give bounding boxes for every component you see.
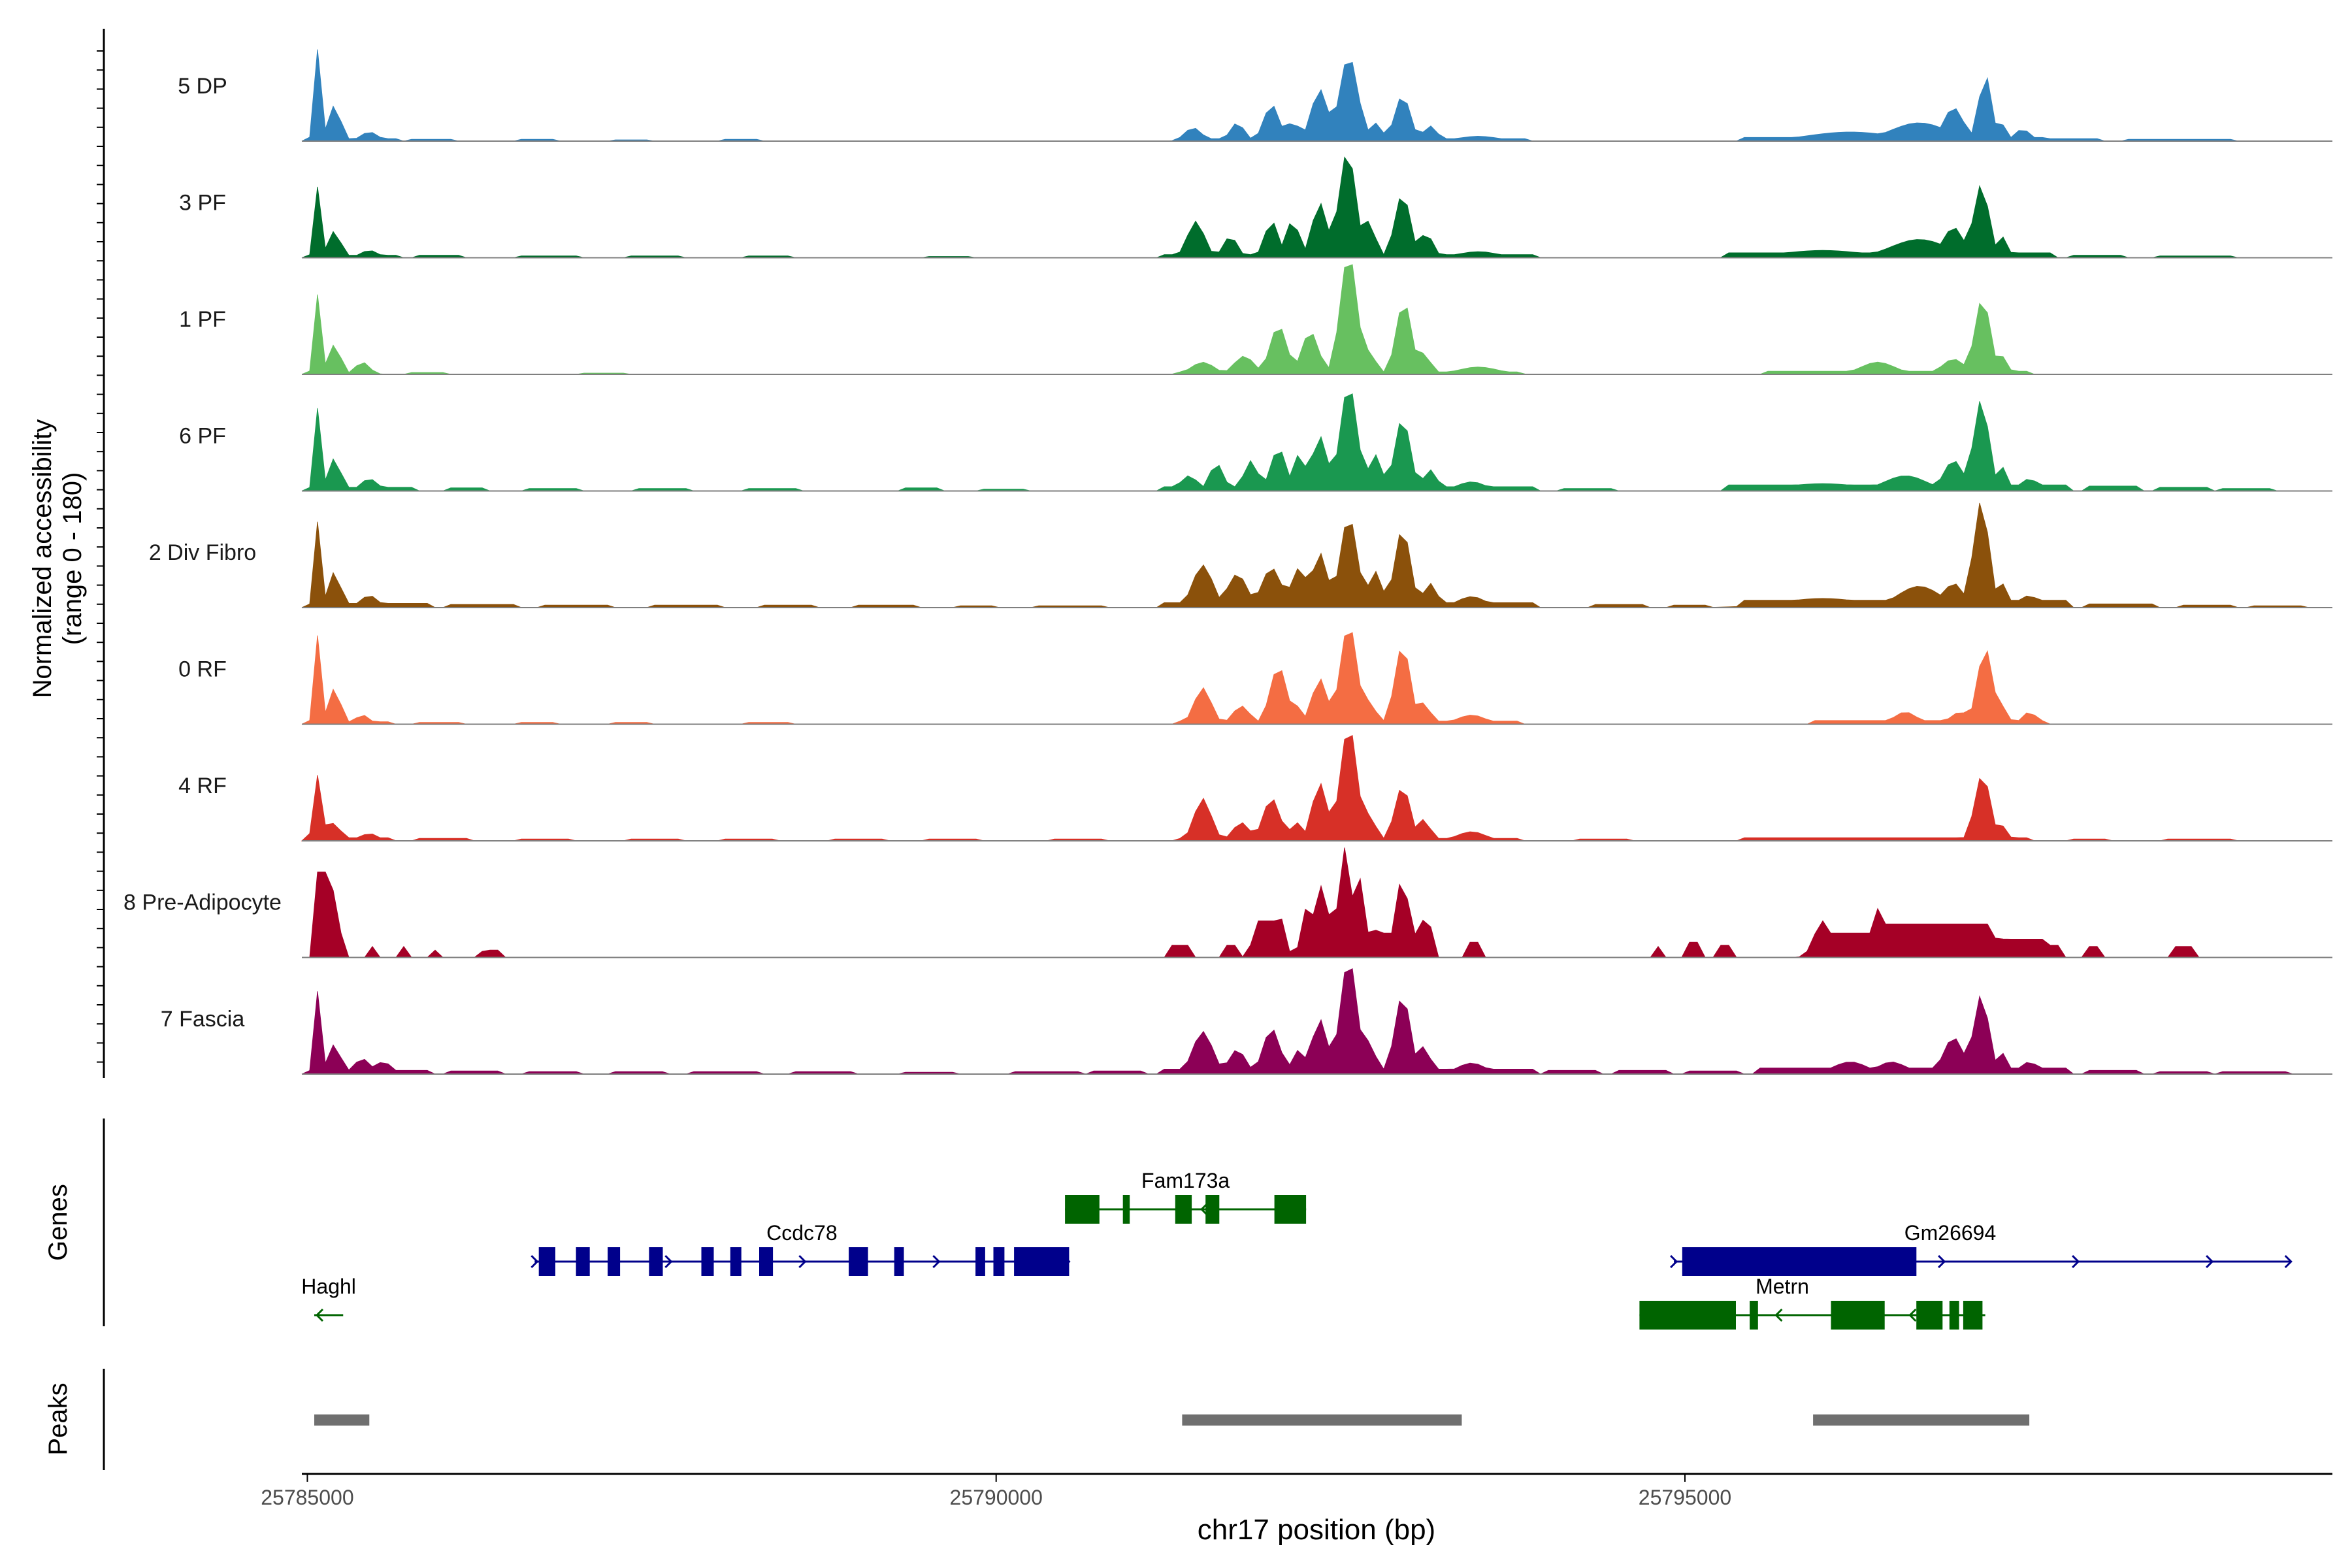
exon [759, 1247, 774, 1276]
coverage-y-ticks [97, 50, 104, 1063]
track-label: 5 DP [178, 74, 227, 99]
exon [1682, 1247, 1917, 1276]
coverage-area [301, 49, 2332, 142]
x-tick-label: 25790000 [950, 1486, 1043, 1509]
coverage-track-7-fascia [301, 968, 2332, 1075]
x-axis-label: chr17 position (bp) [1198, 1514, 1435, 1546]
exon [1014, 1247, 1070, 1276]
track-label: 8 Pre-Adipocyte [123, 890, 282, 915]
exon [1122, 1195, 1130, 1224]
strand-arrow [1938, 1254, 1946, 1269]
peaks-track-label: Peaks [44, 1382, 73, 1455]
peak-region [1182, 1414, 1462, 1426]
track-label: 7 Fascia [161, 1007, 245, 1032]
gene-haghl: Haghl [301, 1275, 356, 1322]
genes-track: Fam173a Ccdc78 Gm26694 Haghl Metrn [301, 1169, 2293, 1330]
coverage-track-2-div-fibro [301, 502, 2332, 608]
coverage-track-0-rf [301, 632, 2332, 725]
exon [649, 1247, 663, 1276]
x-tick-label: 25795000 [1639, 1486, 1731, 1509]
exon [1065, 1195, 1100, 1224]
x-tick-label: 25785000 [261, 1486, 353, 1509]
gene-label: Ccdc78 [766, 1221, 838, 1245]
exon [975, 1247, 985, 1276]
exon [1205, 1195, 1220, 1224]
strand-arrow [315, 1308, 324, 1322]
exon [894, 1247, 904, 1276]
coverage-track-8-pre-adipocyte [302, 847, 2332, 958]
y-axis-label: Normalized accessibility [28, 419, 57, 698]
track-label: 3 PF [179, 191, 226, 216]
strand-arrow [531, 1254, 539, 1269]
gene-label: Haghl [301, 1275, 356, 1298]
strand-arrow [1670, 1254, 1678, 1269]
peak-region [314, 1414, 370, 1426]
coverage-area [301, 734, 2332, 841]
coverage-area [301, 264, 2332, 375]
gene-label: Metrn [1756, 1275, 1809, 1298]
genes-track-label: Genes [44, 1184, 73, 1261]
coverage-track-4-rf [301, 734, 2332, 841]
strand-arrow [2284, 1254, 2293, 1269]
strand-arrow [1908, 1308, 1917, 1322]
exon [1916, 1301, 1943, 1330]
exon [993, 1247, 1005, 1276]
coverage-area [301, 502, 2332, 608]
exon [538, 1247, 555, 1276]
coverage-area [301, 632, 2332, 725]
coverage-track-5-dp [301, 49, 2332, 142]
peak-region [1813, 1414, 2030, 1426]
strand-arrow [2072, 1254, 2080, 1269]
exon [701, 1247, 714, 1276]
exon [730, 1247, 742, 1276]
coverage-track-3-pf [301, 156, 2332, 259]
exon [576, 1247, 590, 1276]
exon [1639, 1301, 1736, 1330]
coverage-track-1-pf [301, 264, 2332, 375]
strand-arrow [664, 1254, 673, 1269]
gene-gm26694: Gm26694 [1670, 1221, 2293, 1276]
track-labels: 5 DP 3 PF 1 PF 6 PF 2 Div Fibro 0 RF 4 RF 8 Pre… [123, 74, 282, 1032]
x-axis-ticks: 25785000 25790000 25795000 [261, 1474, 1731, 1509]
exon [1831, 1301, 1885, 1330]
coverage-area [301, 156, 2332, 258]
gene-ccdc78: Ccdc78 [531, 1221, 1071, 1276]
exon [1949, 1301, 1959, 1330]
exon [849, 1247, 868, 1276]
exon [1274, 1195, 1307, 1224]
strand-arrow [798, 1254, 807, 1269]
strand-arrow [1200, 1202, 1209, 1217]
track-label: 6 PF [179, 424, 226, 449]
track-label: 1 PF [179, 307, 226, 332]
coverage-area [301, 968, 2332, 1075]
strand-arrow [932, 1254, 941, 1269]
exon [1750, 1301, 1758, 1330]
coverage-area [302, 847, 2332, 958]
gene-metrn: Metrn [1639, 1275, 1985, 1330]
exon [1175, 1195, 1192, 1224]
track-label: 2 Div Fibro [149, 540, 256, 565]
strand-arrow [1774, 1308, 1783, 1322]
gene-fam173a: Fam173a [1065, 1169, 1307, 1224]
coverage-tracks [301, 49, 2332, 1075]
coverage-area [301, 393, 2332, 492]
peaks-track [314, 1414, 2030, 1426]
track-label: 0 RF [178, 657, 227, 682]
gene-label: Fam173a [1141, 1169, 1230, 1192]
gene-label: Gm26694 [1904, 1221, 1997, 1245]
exon [608, 1247, 621, 1276]
exon [1963, 1301, 1983, 1330]
strand-arrow [2206, 1254, 2214, 1269]
y-axis-range-label: (range 0 - 180) [58, 472, 87, 645]
coverage-track-6-pf [301, 393, 2332, 492]
track-label: 4 RF [178, 774, 227, 798]
